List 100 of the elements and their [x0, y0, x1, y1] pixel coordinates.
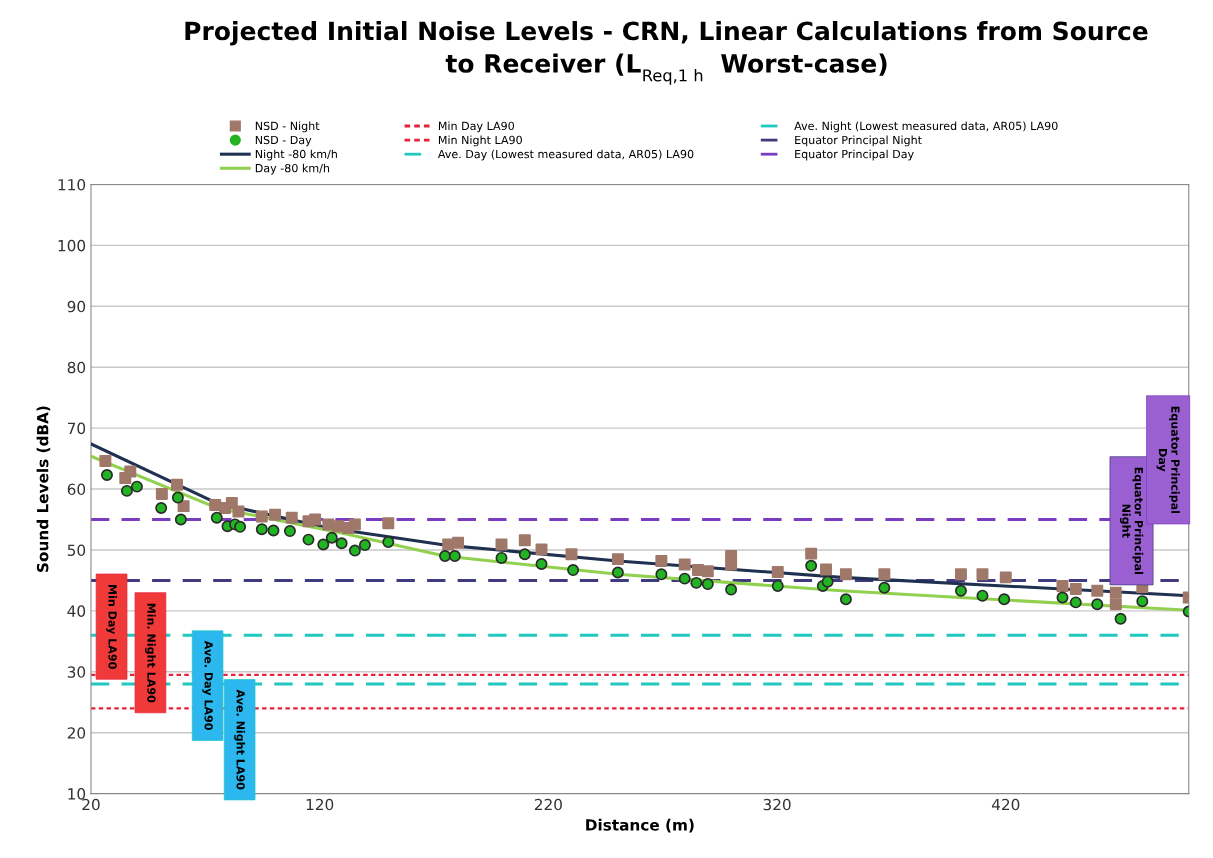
x-axis-title: Distance (m) — [586, 818, 694, 833]
point — [99, 455, 112, 468]
point — [954, 584, 967, 597]
point — [518, 548, 531, 561]
annotation: Min. Night LA90 — [145, 603, 156, 703]
annotation: Equator Principal Day — [1156, 406, 1180, 514]
y-tick-label: 20 — [67, 727, 86, 739]
point — [302, 533, 315, 546]
point — [170, 478, 183, 491]
legend-label: Min Day LA90 — [438, 121, 515, 133]
point — [1056, 579, 1069, 592]
point — [998, 593, 1011, 606]
point — [976, 589, 989, 602]
y-axis-title: Sound Levels (dBA) — [36, 406, 51, 572]
point — [535, 558, 548, 570]
point — [535, 543, 548, 556]
point — [255, 523, 268, 536]
y-tick-label: 110 — [58, 178, 86, 191]
point — [285, 511, 298, 524]
point — [225, 497, 238, 510]
legend-label: Day -80 km/h — [255, 163, 330, 175]
annotation: Equator Principal Night — [1119, 467, 1144, 574]
point — [1091, 584, 1104, 597]
y-tick-label: 50 — [67, 544, 86, 556]
point — [565, 548, 578, 561]
y-tick-label: 80 — [67, 361, 86, 374]
point — [954, 568, 967, 581]
point — [725, 558, 738, 571]
point — [155, 501, 168, 514]
x-tick-label: 320 — [763, 798, 791, 811]
point — [358, 539, 371, 552]
x-tick-label: 120 — [306, 798, 334, 811]
point — [234, 520, 247, 533]
point — [1109, 586, 1122, 599]
point — [210, 511, 223, 524]
annotation: Min Day LA90 — [106, 585, 117, 669]
point — [177, 500, 190, 513]
point — [567, 564, 580, 577]
x-tick-label: 420 — [991, 798, 1020, 811]
point — [452, 536, 465, 549]
point — [130, 480, 143, 493]
point — [771, 565, 784, 578]
legend-label: Ave. Day (Lowest measured data, AR05) LA90 — [437, 149, 694, 161]
point — [655, 568, 668, 581]
point — [317, 538, 330, 551]
point — [439, 550, 451, 563]
point — [495, 551, 508, 564]
point — [100, 469, 113, 482]
point — [878, 568, 891, 581]
point — [820, 563, 833, 576]
point — [678, 558, 691, 571]
point — [335, 537, 348, 550]
annotation: Ave. Night LA90 — [234, 689, 246, 790]
point — [209, 498, 222, 511]
point — [1069, 596, 1082, 609]
point — [611, 553, 624, 566]
point — [348, 518, 361, 531]
point — [805, 547, 818, 560]
y-tick-label: 60 — [67, 483, 86, 496]
point — [348, 544, 361, 557]
point — [171, 491, 184, 504]
point — [1091, 598, 1104, 611]
annotation: Ave. Day LA90 — [202, 640, 213, 730]
point — [1114, 612, 1127, 625]
point — [448, 550, 461, 563]
y-tick-label: 90 — [67, 300, 86, 313]
point — [325, 531, 338, 544]
point — [701, 578, 714, 591]
legend-label: Equator Principal Day — [795, 149, 914, 161]
point — [611, 566, 624, 579]
point — [255, 510, 268, 523]
y-tick-label: 10 — [68, 788, 86, 800]
point — [1136, 595, 1149, 608]
point — [878, 581, 891, 594]
y-tick-label: 70 — [67, 422, 86, 435]
point — [283, 525, 296, 538]
y-tick-label: 40 — [67, 605, 86, 617]
point — [725, 583, 738, 596]
legend-label: Equator Principal Night — [795, 135, 922, 147]
point — [518, 534, 531, 547]
point — [269, 508, 282, 521]
point — [839, 568, 852, 581]
legend-label: NSD - Night — [255, 121, 320, 133]
x-tick-label: 220 — [534, 798, 562, 811]
legend-label: Ave. Night (Lowest measured data, AR05) LA90 — [794, 121, 1058, 133]
point — [976, 568, 989, 581]
legend-label: NSD - Day — [255, 135, 312, 147]
point — [690, 576, 703, 589]
point — [805, 559, 818, 572]
point — [124, 465, 137, 478]
point — [232, 505, 245, 518]
point — [309, 513, 322, 526]
point — [1069, 582, 1082, 595]
point — [155, 487, 168, 500]
legend-label: Night -80 km/h — [255, 149, 337, 161]
point — [678, 572, 691, 585]
x-tick-label: 20 — [82, 798, 100, 811]
point — [821, 575, 834, 588]
point — [382, 517, 395, 530]
point — [655, 554, 668, 567]
